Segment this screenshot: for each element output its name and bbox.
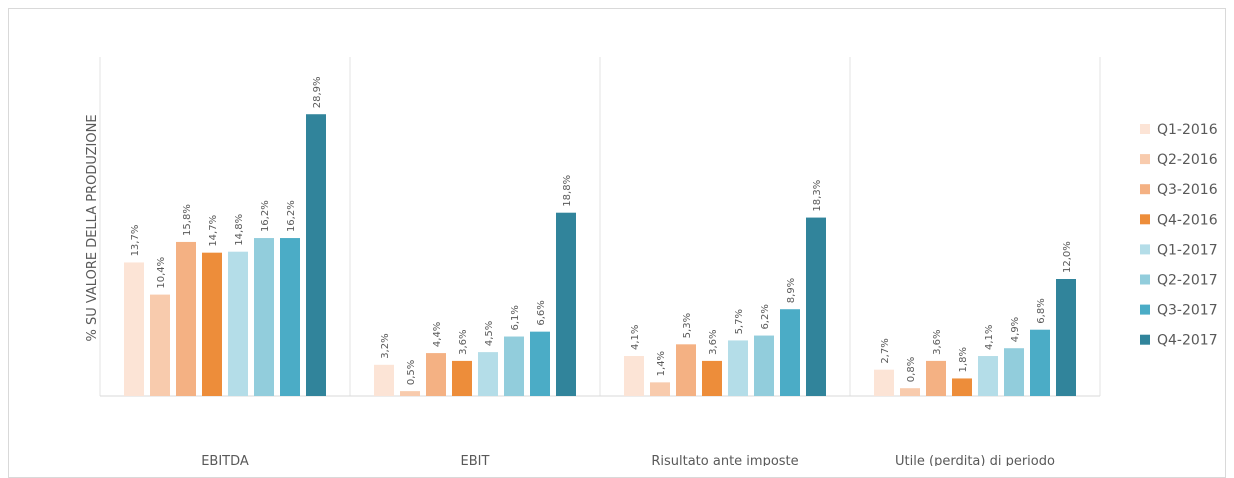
panel-dividers (99, 57, 1101, 396)
data-label: 2,7% (880, 338, 891, 363)
bar (254, 238, 274, 396)
bar (228, 251, 248, 396)
data-label: 16,2% (286, 200, 297, 232)
data-label: 16,2% (260, 200, 271, 232)
data-label: 28,9% (312, 76, 323, 108)
y-axis-label: % SU VALORE DELLA PRODUZIONE (85, 114, 100, 341)
bar (1030, 329, 1050, 396)
data-label: 1,4% (656, 351, 667, 376)
bar (978, 356, 998, 396)
legend-swatch (1140, 244, 1150, 255)
bar (530, 331, 550, 396)
data-label: 0,5% (406, 360, 417, 385)
data-label: 18,3% (812, 180, 823, 212)
bar (728, 340, 748, 396)
bar (150, 294, 170, 396)
legend: Q1-2016 Q2-2016 Q3-2016 Q4-2016 Q1-2017 Q2-20… (1140, 122, 1218, 349)
legend-swatch (1140, 334, 1150, 345)
bar (624, 356, 644, 396)
legend-swatch (1140, 154, 1150, 165)
bar (124, 262, 144, 396)
data-label: 6,1% (510, 305, 521, 330)
legend-label: Q2-2016 (1157, 152, 1218, 168)
legend-label: Q2-2017 (1157, 273, 1218, 289)
bar-chart: 13,7% 10,4% 15,8% 14,7% 14,8% 16,2% 16,2% 28,9%… (85, 57, 1218, 466)
legend-swatch (1140, 304, 1150, 315)
bar (702, 360, 722, 396)
bar (806, 217, 826, 396)
bar (452, 360, 472, 396)
bar (1004, 348, 1024, 396)
bar (556, 212, 576, 396)
data-label: 18,8% (562, 175, 573, 207)
legend-swatch (1140, 274, 1150, 285)
data-label: 5,3% (682, 313, 693, 338)
data-label: 4,1% (630, 325, 641, 350)
category-label: Risultato ante imposte (651, 454, 798, 466)
bar (202, 252, 222, 396)
data-label: 1,8% (958, 347, 969, 372)
legend-swatch (1140, 214, 1150, 225)
bar (650, 382, 670, 396)
legend-label: Q3-2016 (1157, 182, 1218, 198)
data-label: 13,7% (130, 225, 141, 257)
data-label: 4,4% (432, 322, 443, 347)
data-label: 3,2% (380, 333, 391, 358)
bar (926, 360, 946, 396)
data-label: 6,6% (536, 300, 547, 325)
category-labels-group: EBITDA EBIT Risultato ante imposte Utile (p… (201, 454, 1055, 466)
bar (900, 388, 920, 396)
data-label: 3,6% (458, 329, 469, 354)
data-label: 15,8% (182, 204, 193, 236)
bar (400, 391, 420, 396)
data-label: 14,8% (234, 214, 245, 246)
category-label: EBIT (461, 454, 490, 466)
bar (504, 336, 524, 396)
data-label: 0,8% (906, 357, 917, 382)
legend-label: Q1-2017 (1157, 242, 1218, 258)
data-label: 3,6% (708, 329, 719, 354)
data-label: 12,0% (1062, 241, 1073, 273)
bar (952, 378, 972, 396)
bars-group (124, 114, 1076, 396)
legend-label: Q4-2017 (1157, 333, 1218, 349)
category-label: Utile (perdita) di periodo (895, 454, 1055, 466)
legend-swatch (1140, 124, 1150, 134)
data-label: 10,4% (156, 257, 167, 289)
data-label: 14,7% (208, 215, 219, 247)
data-label: 6,2% (760, 304, 771, 329)
legend-label: Q4-2016 (1157, 212, 1218, 228)
bar (280, 238, 300, 396)
bar (676, 344, 696, 396)
bar (374, 364, 394, 396)
data-label: 6,8% (1036, 298, 1047, 323)
data-label: 4,9% (1010, 317, 1021, 342)
data-label: 3,6% (932, 329, 943, 354)
category-label: EBITDA (201, 454, 249, 466)
bar (478, 352, 498, 396)
legend-swatch (1140, 184, 1150, 195)
bar (874, 369, 894, 396)
bar (1056, 279, 1076, 396)
bar (754, 335, 774, 396)
bar (780, 309, 800, 396)
data-labels-group: 13,7% 10,4% 15,8% 14,7% 14,8% 16,2% 16,2% 28,9%… (130, 76, 1073, 385)
legend-label: Q3-2017 (1157, 303, 1218, 319)
bar (176, 241, 196, 396)
bar (426, 353, 446, 396)
data-label: 4,1% (984, 325, 995, 350)
legend-label: Q1-2016 (1157, 122, 1218, 138)
data-label: 5,7% (734, 309, 745, 334)
data-label: 8,9% (786, 278, 797, 303)
data-label: 4,5% (484, 321, 495, 346)
bar (306, 114, 326, 396)
